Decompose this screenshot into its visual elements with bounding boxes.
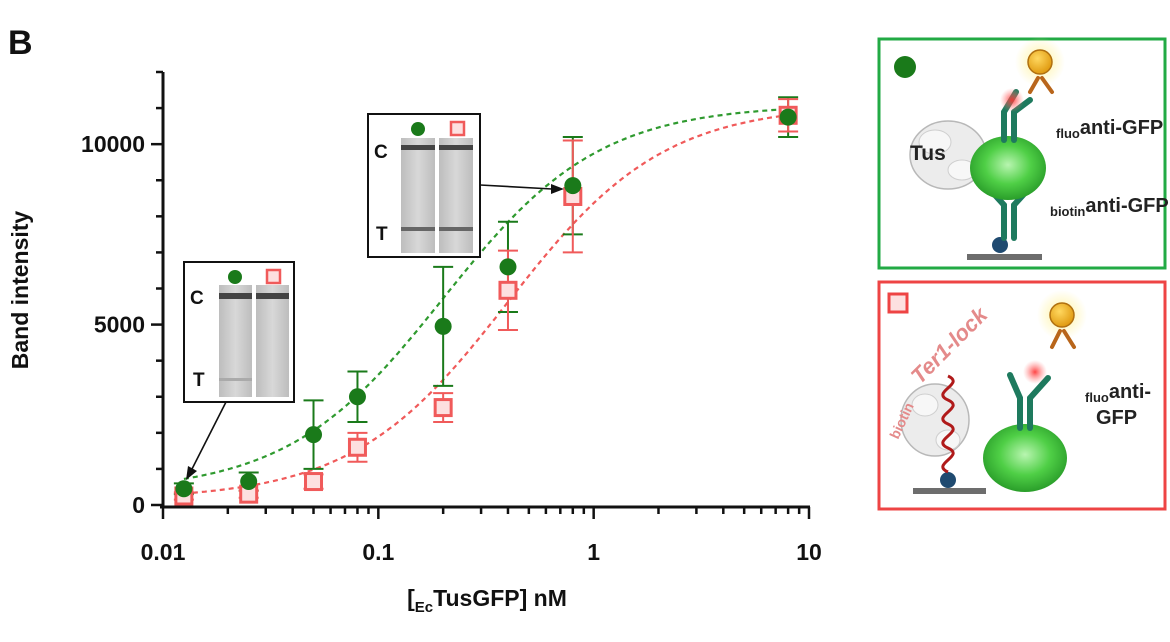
y-ticks: 0 5000 10000 [81,70,163,518]
gel-label-test: T [376,224,388,245]
panel-label: B [8,24,33,62]
biotin-sub: biotin [1050,204,1085,219]
gel-lane-square-marker [265,268,282,285]
fit-curve-1 [183,113,789,495]
data-point-circle [499,258,517,276]
x-axis-label-subscript: Ec [415,599,433,616]
data-point-square [498,280,518,300]
gel-lane-circle-marker [228,270,242,284]
fluo-sub: fluo [1056,126,1080,141]
x-ticks: 0.01 0.1 1 10 [141,507,822,565]
y-tick-label: 0 [132,492,145,518]
fluo-anti-gfp-label: fluoanti-GFP [1056,117,1163,141]
fit-curves [183,108,789,495]
y-tick-label: 10000 [81,131,145,157]
chart-axes: 0 5000 10000 0.01 0.1 1 10 [81,70,822,565]
x-tick-label: 1 [587,539,600,565]
data-point-square [347,437,367,457]
y-tick-label: 5000 [94,312,145,338]
x-tick-label: 0.1 [362,539,394,565]
fluo-anti-gfp-label-bound: fluoanti- [1085,381,1151,405]
detection-antibody-bound [1007,372,1051,431]
biotin-anti-gfp-label: biotinanti-GFP [1050,195,1169,219]
gel-inset-high: C T [367,113,481,258]
gel-lane-square-marker [449,120,466,137]
data-point-square [433,398,453,418]
data-point-circle [175,480,193,498]
data-point-circle [305,426,323,444]
gfp-protein [970,136,1046,200]
x-axis-label: [EcTusGFP] nM [407,585,567,616]
gel-inset-low-arrowhead [186,466,197,480]
ter1-lock-dna [941,374,955,474]
gel-inset-high-arrow [479,184,553,190]
fluo-sub-bound: fluo [1085,390,1109,405]
gel-inset-low-arrow [191,401,227,470]
fluorophore-icon [1027,49,1053,75]
gel-inset-high-arrowhead [551,184,564,194]
data-point-circle [779,108,797,126]
tus-label: Tus [910,142,946,165]
data-point-circle [240,473,258,491]
schematic-bottom: Ter1-lock biotin fluoanti- GFP [877,280,1167,511]
data-point-square [304,472,324,492]
x-axis-label-bracket: [ [407,585,415,611]
schematic-bottom-square-marker [887,292,909,314]
fluo-main: anti-GFP [1080,117,1163,139]
data-point-circle [348,388,366,406]
y-axis-label: Band intensity [7,211,33,370]
gel-lane-circle-marker [411,122,425,136]
schematic-top: Tus fluoanti-GFP biotinanti-GFP [877,37,1169,270]
gfp-protein-bound [983,424,1067,492]
gel-inset-low: C T [183,261,295,403]
x-axis-label-main: TusGFP] nM [433,585,567,611]
gel-label-control: C [190,288,204,309]
gel-label-control: C [374,142,388,163]
biotin-main: anti-GFP [1085,195,1168,217]
x-tick-label: 10 [796,539,822,565]
gel-label-test: T [193,370,205,391]
x-tick-label: 0.01 [141,539,186,565]
data-markers [174,105,798,506]
fluo-main-line1: anti- [1109,381,1151,403]
fluo-anti-gfp-line2: GFP [1096,407,1137,429]
data-point-circle [564,177,582,195]
fluorophore-icon-bound [1049,302,1075,328]
data-point-circle [434,317,452,335]
schematic-top-circle-marker [894,56,916,78]
